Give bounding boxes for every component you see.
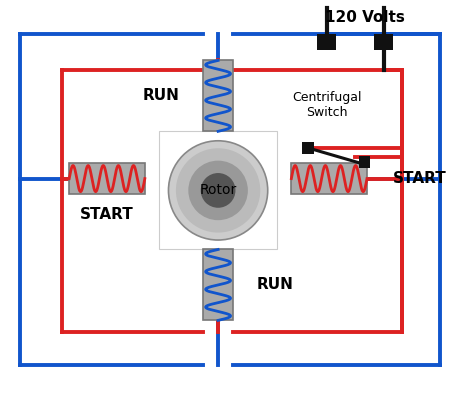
Bar (374, 34, 393, 50)
Text: Centrifugal
Switch: Centrifugal Switch (292, 91, 362, 119)
Circle shape (168, 141, 268, 240)
Text: START: START (393, 171, 447, 186)
Bar (318, 34, 336, 50)
Text: Rotor: Rotor (200, 183, 237, 198)
Text: RUN: RUN (143, 88, 180, 103)
Bar (302, 142, 314, 154)
Circle shape (176, 148, 260, 233)
Bar (203, 60, 233, 131)
Bar (69, 163, 145, 194)
Bar (292, 163, 367, 194)
Bar (159, 131, 277, 250)
Text: START: START (80, 207, 134, 222)
Circle shape (201, 173, 236, 208)
Circle shape (188, 161, 248, 220)
Text: 120 Volts: 120 Volts (325, 10, 404, 25)
Bar (203, 250, 233, 320)
Bar (359, 156, 370, 168)
Text: RUN: RUN (256, 277, 293, 292)
